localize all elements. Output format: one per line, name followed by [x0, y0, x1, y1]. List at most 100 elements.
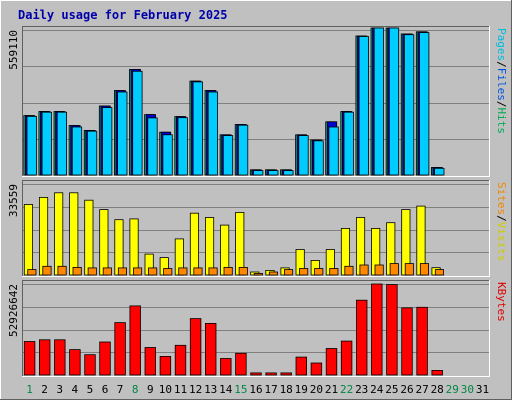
x-tick-label-20: 20 [310, 383, 323, 396]
bar-kbytes-day-7 [114, 322, 126, 376]
bar-pages-day-23 [358, 36, 369, 176]
bar-pages-day-24 [373, 27, 385, 176]
bar-pages-day-14 [222, 135, 234, 176]
bar-sites-day-14 [223, 266, 233, 276]
bar-pages-day-27 [419, 32, 430, 176]
x-tick-label-13: 13 [204, 383, 217, 396]
x-tick-label-25: 25 [385, 383, 398, 396]
bar-visits-day-5 [84, 199, 94, 276]
x-tick-label-15: 15 [234, 383, 247, 396]
panel-kbytes-legend: KBytes [495, 282, 508, 322]
bar-sites-day-21 [329, 268, 339, 276]
bar-pages-day-19 [298, 135, 309, 176]
bar-sites-day-24 [374, 264, 384, 276]
bar-pages-day-28 [434, 167, 445, 176]
bar-pages-day-1 [26, 116, 37, 176]
bar-sites-day-9 [148, 267, 158, 276]
x-tick-label-22: 22 [340, 383, 353, 396]
bar-visits-day-4 [69, 192, 79, 276]
bar-sites-day-6 [102, 267, 112, 276]
bar-pages-day-20 [313, 140, 324, 176]
bar-kbytes-day-1 [23, 341, 36, 376]
bar-pages-day-25 [388, 27, 400, 176]
legend-label-files: Files [495, 68, 508, 101]
bar-visits-day-6 [99, 209, 109, 276]
bar-pages-day-10 [162, 134, 173, 176]
bar-sites-day-8 [132, 267, 143, 276]
chart-title: Daily usage for February 2025 [18, 8, 228, 22]
bar-kbytes-day-19 [295, 356, 308, 376]
panel-visits-legend: Sites/Visits [495, 182, 508, 262]
bar-kbytes-day-21 [325, 348, 338, 376]
bar-kbytes-day-16 [250, 372, 262, 376]
bar-pages-day-5 [87, 130, 98, 176]
bar-kbytes-day-20 [310, 362, 323, 376]
x-tick-label-8: 8 [132, 383, 139, 396]
bar-kbytes-day-11 [174, 344, 187, 376]
bar-visits-day-13 [204, 217, 215, 276]
bar-kbytes-day-3 [54, 339, 66, 376]
bar-kbytes-day-23 [355, 299, 368, 376]
bar-sites-day-11 [178, 267, 188, 276]
bar-pages-day-11 [177, 117, 188, 176]
bar-pages-day-18 [283, 170, 294, 176]
bar-visits-day-12 [189, 212, 200, 276]
bar-kbytes-day-5 [84, 354, 96, 376]
bar-sites-day-16 [253, 272, 263, 276]
x-tick-label-2: 2 [41, 383, 48, 396]
bar-sites-day-22 [344, 265, 354, 276]
bar-sites-day-17 [268, 271, 278, 276]
legend-label-visits: Visits [495, 222, 508, 262]
panel-hits-max-label: 559110 [7, 30, 20, 70]
x-tick-label-12: 12 [189, 383, 202, 396]
legend-label-kbytes: KBytes [495, 282, 508, 322]
bar-pages-day-4 [71, 126, 83, 176]
bar-kbytes-day-24 [371, 283, 383, 376]
bar-pages-day-8 [132, 70, 143, 176]
legend-label-slash: / [495, 61, 508, 68]
legend-label-sites: Sites [495, 182, 508, 215]
bar-pages-day-12 [192, 81, 203, 176]
legend-label-hits: Hits [495, 108, 508, 135]
bar-kbytes-day-14 [220, 358, 232, 376]
bar-sites-day-1 [27, 269, 37, 276]
panel-hits-legend: Pages/Files/Hits [495, 28, 508, 134]
bar-kbytes-day-18 [280, 372, 292, 376]
x-tick-label-19: 19 [295, 383, 308, 396]
bar-sites-day-13 [208, 267, 218, 276]
bar-visits-day-15 [235, 211, 245, 276]
bar-pages-day-7 [117, 91, 128, 176]
bar-kbytes-day-27 [416, 306, 428, 376]
bar-visits-day-8 [129, 218, 139, 276]
x-tick-label-6: 6 [102, 383, 109, 396]
x-tick-label-11: 11 [174, 383, 187, 396]
x-tick-label-27: 27 [415, 383, 428, 396]
bar-pages-day-3 [56, 111, 68, 176]
bar-visits-day-3 [54, 192, 64, 276]
bar-kbytes-day-13 [204, 322, 217, 376]
bar-pages-day-17 [268, 170, 279, 176]
bar-sites-day-20 [314, 268, 324, 276]
x-tick-label-4: 4 [71, 383, 78, 396]
bar-kbytes-day-10 [159, 355, 172, 376]
bar-sites-day-18 [283, 269, 294, 276]
legend-label-slash: / [495, 101, 508, 108]
x-tick-label-5: 5 [87, 383, 94, 396]
x-tick-label-9: 9 [147, 383, 154, 396]
bar-pages-day-21 [328, 126, 339, 176]
bar-kbytes-day-25 [386, 284, 398, 376]
x-tick-label-23: 23 [355, 383, 368, 396]
bar-kbytes-day-22 [340, 340, 353, 376]
x-tick-label-30: 30 [461, 383, 474, 396]
bar-sites-day-26 [404, 263, 414, 276]
bar-kbytes-day-2 [39, 339, 51, 376]
bar-sites-day-19 [299, 268, 309, 276]
bar-kbytes-day-15 [235, 352, 247, 376]
bar-sites-day-7 [117, 267, 128, 276]
x-tick-label-18: 18 [280, 383, 293, 396]
panel-visits-max-label: 33559 [7, 184, 20, 217]
bar-sites-day-23 [359, 264, 369, 276]
x-tick-label-7: 7 [117, 383, 124, 396]
bar-sites-day-28 [434, 269, 444, 276]
